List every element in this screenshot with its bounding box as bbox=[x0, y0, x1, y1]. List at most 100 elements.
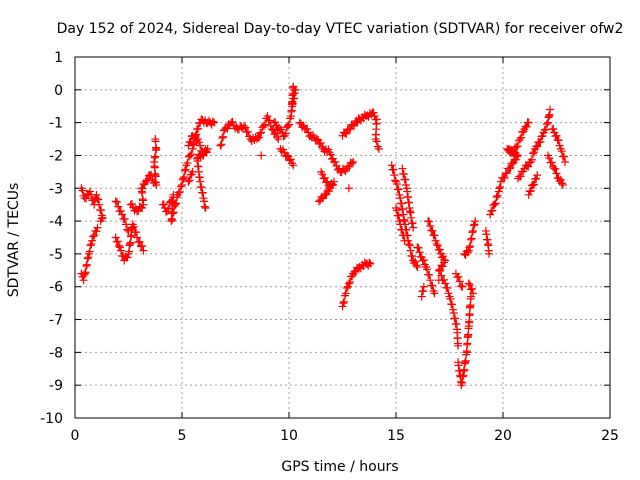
data-point-marker bbox=[419, 282, 428, 291]
data-point-marker bbox=[219, 132, 228, 141]
data-point-marker bbox=[151, 137, 160, 146]
data-point-marker bbox=[88, 236, 97, 245]
data-point-marker bbox=[466, 235, 475, 244]
data-point-marker bbox=[387, 161, 396, 170]
data-point-marker bbox=[188, 144, 197, 153]
data-point-marker bbox=[551, 165, 560, 174]
data-point-marker bbox=[443, 284, 452, 293]
y-tick-label: -8 bbox=[49, 345, 63, 361]
data-point-marker bbox=[279, 145, 288, 154]
data-point-marker bbox=[183, 159, 192, 168]
data-point-marker bbox=[398, 205, 407, 214]
data-point-marker bbox=[370, 112, 379, 121]
data-point-marker bbox=[120, 215, 129, 224]
data-point-marker bbox=[516, 172, 525, 181]
data-points bbox=[77, 82, 570, 390]
data-point-marker bbox=[347, 159, 356, 168]
data-point-marker bbox=[245, 132, 254, 141]
data-point-marker bbox=[465, 280, 474, 289]
data-point-marker bbox=[433, 241, 442, 250]
data-point-marker bbox=[545, 110, 554, 119]
data-point-marker bbox=[289, 161, 298, 170]
data-point-marker bbox=[524, 162, 533, 171]
data-point-marker bbox=[92, 227, 101, 236]
data-point-marker bbox=[371, 115, 380, 124]
data-point-marker bbox=[175, 187, 184, 196]
data-point-marker bbox=[466, 294, 475, 303]
data-point-marker bbox=[95, 200, 104, 209]
data-point-marker bbox=[392, 180, 401, 189]
data-point-marker bbox=[350, 121, 359, 130]
y-tick-label: -4 bbox=[49, 214, 63, 230]
data-point-marker bbox=[348, 272, 357, 281]
data-point-marker bbox=[369, 108, 378, 117]
data-point-marker bbox=[192, 136, 201, 145]
data-point-marker bbox=[273, 133, 282, 142]
data-point-marker bbox=[143, 176, 152, 185]
data-point-marker bbox=[524, 190, 533, 199]
data-point-marker bbox=[93, 223, 102, 232]
data-point-marker bbox=[201, 203, 210, 212]
data-point-marker bbox=[197, 183, 206, 192]
data-point-marker bbox=[399, 231, 408, 240]
data-point-marker bbox=[372, 137, 381, 146]
data-point-marker bbox=[486, 210, 495, 219]
x-tick-label: 15 bbox=[387, 428, 405, 444]
data-point-marker bbox=[81, 194, 90, 203]
data-point-marker bbox=[414, 243, 423, 252]
data-point-marker bbox=[427, 226, 436, 235]
data-point-marker bbox=[84, 253, 93, 262]
data-point-marker bbox=[286, 114, 295, 123]
data-point-marker bbox=[404, 240, 413, 249]
data-point-marker bbox=[343, 282, 352, 291]
data-point-marker bbox=[303, 124, 312, 133]
data-point-marker bbox=[171, 200, 180, 209]
data-point-marker bbox=[150, 162, 159, 171]
data-point-marker bbox=[283, 121, 292, 130]
data-point-marker bbox=[83, 254, 92, 263]
data-point-marker bbox=[316, 196, 325, 205]
data-point-marker bbox=[135, 237, 144, 246]
data-point-marker bbox=[243, 127, 252, 136]
data-point-marker bbox=[411, 257, 420, 266]
data-point-marker bbox=[196, 141, 205, 150]
data-point-marker bbox=[395, 217, 404, 226]
data-point-marker bbox=[261, 120, 270, 129]
data-point-marker bbox=[168, 215, 177, 224]
data-point-marker bbox=[172, 193, 181, 202]
data-point-marker bbox=[484, 246, 493, 255]
data-point-marker bbox=[545, 154, 554, 163]
data-point-marker bbox=[463, 248, 472, 257]
data-point-marker bbox=[180, 166, 189, 175]
data-point-marker bbox=[185, 176, 194, 185]
data-point-marker bbox=[426, 276, 435, 285]
data-point-marker bbox=[286, 155, 295, 164]
data-point-marker bbox=[271, 118, 280, 127]
data-point-marker bbox=[434, 266, 443, 275]
data-point-marker bbox=[217, 140, 226, 149]
data-point-marker bbox=[522, 122, 531, 131]
data-point-marker bbox=[561, 158, 570, 167]
data-point-marker bbox=[345, 277, 354, 286]
data-point-marker bbox=[395, 190, 404, 199]
data-point-marker bbox=[394, 185, 403, 194]
data-point-marker bbox=[151, 178, 160, 187]
data-point-marker bbox=[133, 233, 142, 242]
x-axis-title: GPS time / hours bbox=[281, 459, 398, 475]
y-tick-labels: 1 0 -1 -2 -3 -4 -5 -6 -7 -8 -9 -10 bbox=[40, 50, 63, 427]
data-point-marker bbox=[532, 174, 541, 183]
data-point-marker bbox=[399, 170, 408, 179]
data-point-marker bbox=[194, 124, 203, 133]
data-point-marker bbox=[491, 199, 500, 208]
data-point-marker bbox=[454, 272, 463, 281]
data-point-marker bbox=[409, 223, 418, 232]
data-point-marker bbox=[466, 242, 475, 251]
y-tick-label: -2 bbox=[49, 148, 63, 164]
data-point-marker bbox=[281, 129, 290, 138]
data-point-marker bbox=[138, 203, 147, 212]
data-point-marker bbox=[176, 182, 185, 191]
data-point-marker bbox=[423, 265, 432, 274]
data-point-marker bbox=[340, 165, 349, 174]
data-point-marker bbox=[528, 149, 537, 158]
data-point-marker bbox=[199, 194, 208, 203]
